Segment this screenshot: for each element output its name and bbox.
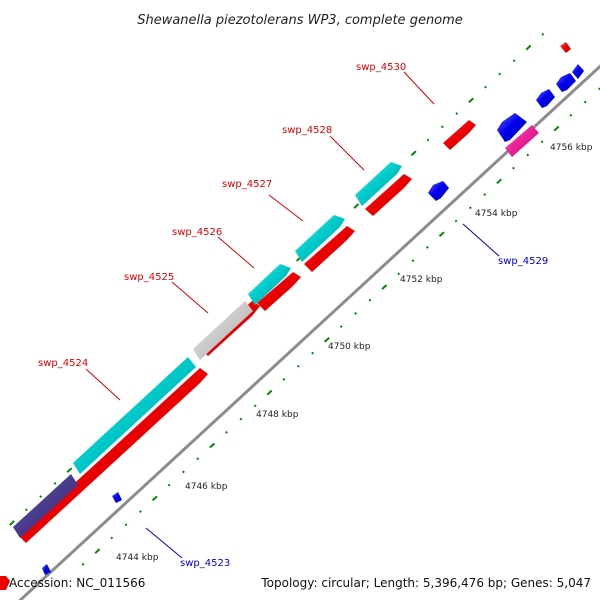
gene-label[interactable]: swp_4527 — [222, 179, 272, 190]
gene-swp-4529[interactable] — [428, 181, 449, 201]
tick-label: 4756 kbp — [550, 143, 593, 153]
minor-tick — [526, 153, 530, 157]
major-tick — [151, 495, 158, 502]
minor-tick — [139, 510, 142, 513]
minor-tick — [440, 125, 444, 129]
gene-swp-4526[interactable] — [257, 272, 301, 311]
tick-label: 4752 kbp — [400, 275, 443, 285]
major-tick — [468, 97, 474, 104]
tick-label: 4748 kbp — [256, 410, 299, 420]
gene-blue-small[interactable] — [42, 564, 51, 575]
minor-tick — [569, 113, 573, 117]
accession-text: Accession: NC_011566 — [9, 576, 145, 590]
gene-swp-4530[interactable] — [443, 120, 476, 150]
minor-tick — [296, 364, 300, 368]
minor-tick — [239, 417, 243, 421]
gene-label[interactable]: swp_4524 — [38, 358, 88, 369]
minor-tick — [425, 245, 429, 249]
minor-tick — [483, 193, 487, 196]
major-tick — [381, 284, 388, 290]
minor-tick — [182, 470, 185, 474]
major-tick — [66, 467, 73, 473]
major-tick — [324, 337, 330, 343]
minor-tick — [282, 378, 286, 381]
gene-labels: swp_4530 swp_4528 swp_4527 swp_4526 swp_… — [38, 62, 548, 569]
gene-swp-4527[interactable] — [304, 226, 355, 272]
minor-tick — [498, 72, 502, 76]
gene-magenta[interactable] — [505, 125, 539, 157]
tick-label: 4744 kbp — [116, 553, 159, 563]
gene-swp-4526-cds[interactable] — [248, 264, 291, 305]
tick-label: 4746 kbp — [185, 482, 228, 492]
gene-purple[interactable] — [13, 474, 78, 538]
minor-tick — [512, 59, 516, 63]
tick-label: 4750 kbp — [328, 342, 371, 352]
gene-swp-4524[interactable] — [18, 368, 208, 543]
major-tick — [209, 442, 216, 449]
genome-summary: Topology: circular; Length: 5,396,476 bp… — [260, 576, 591, 590]
inner-tick-track — [81, 87, 600, 566]
major-tick — [553, 125, 560, 132]
minor-tick — [426, 138, 430, 142]
gene-label[interactable]: swp_4528 — [282, 125, 332, 136]
minor-tick — [53, 481, 57, 485]
minor-tick — [541, 32, 545, 36]
gene-label[interactable]: swp_4526 — [172, 227, 222, 238]
minor-tick — [167, 483, 171, 487]
minor-tick — [354, 312, 358, 315]
gene-blue-1[interactable] — [497, 113, 527, 142]
gene-red-top[interactable] — [560, 42, 571, 53]
map-title: Shewanella piezotolerans WP3, complete g… — [137, 13, 463, 28]
minor-tick — [411, 259, 415, 263]
minor-tick — [484, 85, 487, 89]
gene-blue-2[interactable] — [536, 89, 555, 108]
minor-tick — [110, 536, 114, 540]
gene-label[interactable]: swp_4530 — [356, 62, 406, 73]
minor-tick — [24, 508, 28, 512]
minor-tick — [81, 562, 85, 566]
minor-tick — [311, 351, 314, 355]
minor-tick — [339, 325, 343, 329]
minor-tick — [512, 166, 515, 170]
minor-tick — [583, 100, 587, 104]
major-tick — [353, 203, 360, 209]
major-tick — [410, 150, 417, 156]
gene-features — [13, 42, 584, 575]
gene-blue-4[interactable] — [572, 64, 584, 79]
minor-tick — [225, 430, 228, 434]
minor-tick — [454, 219, 458, 223]
gene-swp-4528-cds[interactable] — [355, 162, 402, 206]
gene-swp-4527-cds[interactable] — [295, 215, 345, 262]
gene-label[interactable]: swp_4523 — [180, 558, 230, 569]
minor-tick — [124, 523, 128, 527]
major-tick — [266, 389, 273, 396]
gene-label[interactable]: swp_4529 — [498, 256, 548, 267]
major-tick — [9, 520, 15, 526]
minor-tick — [368, 298, 372, 302]
minor-tick — [39, 495, 43, 499]
gene-blue-3[interactable] — [556, 73, 576, 92]
minor-tick — [253, 404, 257, 408]
gene-swp-4524-cds[interactable] — [73, 357, 196, 474]
gene-swp-4525-cds[interactable] — [193, 301, 253, 360]
gene-swp-4528[interactable] — [365, 174, 412, 216]
gene-swp-4523[interactable] — [112, 492, 122, 503]
major-tick — [94, 548, 101, 554]
major-tick — [525, 44, 532, 51]
minor-tick — [468, 206, 472, 210]
minor-tick — [196, 457, 200, 461]
minor-tick — [397, 272, 401, 276]
gene-label[interactable]: swp_4525 — [124, 272, 174, 283]
footer: Accession: NC_011566 Topology: circular;… — [0, 576, 591, 590]
label-leaders — [85, 71, 500, 559]
minor-tick — [540, 140, 544, 144]
major-tick — [496, 178, 502, 185]
accession-marker-icon — [0, 576, 10, 590]
scale-tick-labels: 4744 kbp 4746 kbp 4748 kbp 4750 kbp 4752… — [116, 143, 593, 563]
minor-tick — [455, 112, 459, 115]
major-tick — [438, 231, 445, 237]
tick-label: 4754 kbp — [475, 209, 518, 219]
